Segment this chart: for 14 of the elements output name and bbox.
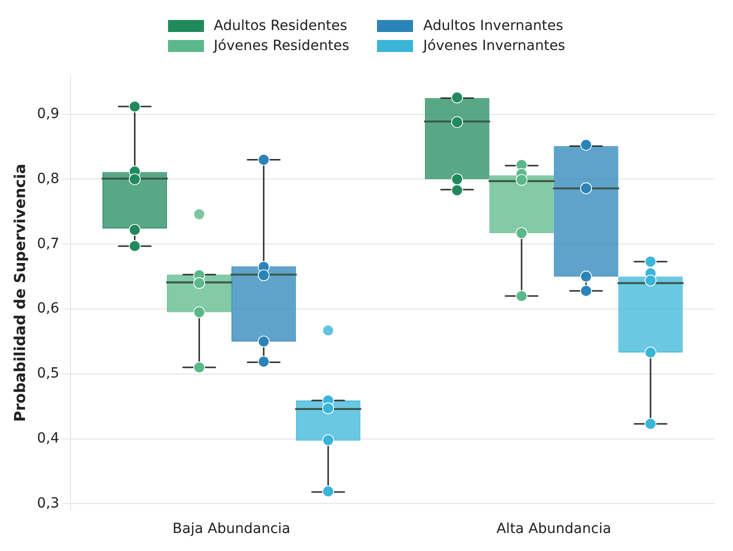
y-tick-label: 0,7 (37, 236, 60, 252)
x-tick-label: Baja Abundancia (172, 521, 290, 538)
legend-label: Jóvenes Invernantes (423, 38, 566, 54)
legend-label: Adultos Residentes (214, 18, 348, 34)
y-tick-label: 0,5 (37, 366, 60, 382)
y-tick-label: 0,3 (37, 495, 60, 512)
x-tick-label: Alta Abundancia (496, 521, 612, 538)
legend-label: Adultos Invernantes (423, 18, 564, 34)
y-tick-label: 0,4 (37, 430, 60, 446)
y-tick-label: 0,8 (37, 170, 60, 187)
y-tick-label: 0,6 (37, 300, 60, 317)
y-tick-label: 0,9 (37, 106, 60, 122)
y-axis-title: Probabilidad de Supervivencia (10, 164, 29, 422)
legend-label: Jóvenes Residentes (214, 38, 350, 54)
